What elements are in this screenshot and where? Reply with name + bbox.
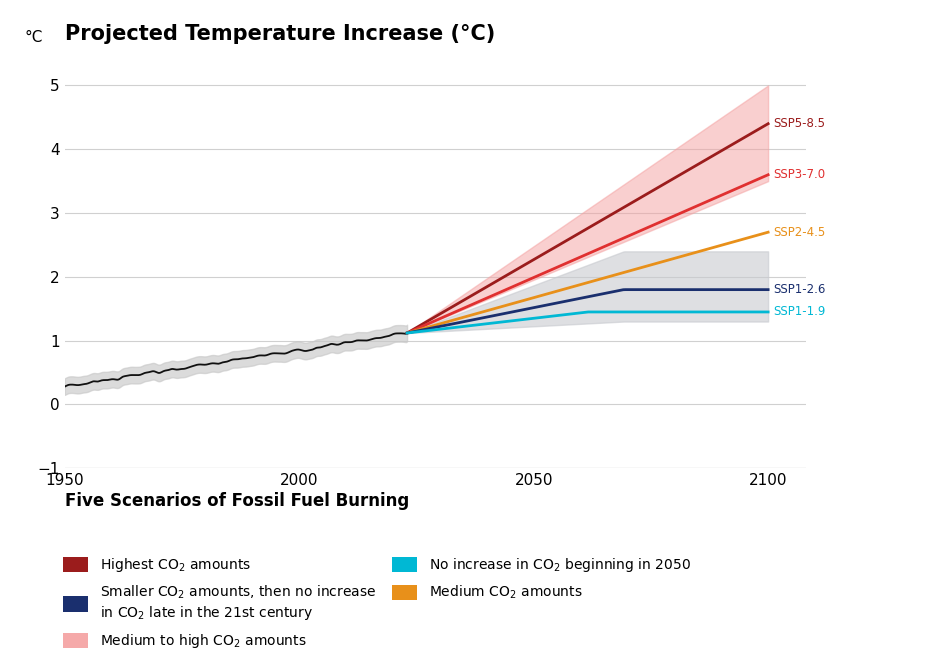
Legend: Highest CO$_2$ amounts, Smaller CO$_2$ amounts, then no increase
in CO$_2$ late : Highest CO$_2$ amounts, Smaller CO$_2$ a… <box>57 551 696 656</box>
Text: °C: °C <box>24 30 43 45</box>
Text: SSP2-4.5: SSP2-4.5 <box>773 225 825 239</box>
Text: SSP5-8.5: SSP5-8.5 <box>773 117 825 130</box>
Text: SSP1-1.9: SSP1-1.9 <box>773 306 825 318</box>
Text: SSP1-2.6: SSP1-2.6 <box>773 283 825 296</box>
Text: SSP3-7.0: SSP3-7.0 <box>773 169 825 181</box>
Text: Five Scenarios of Fossil Fuel Burning: Five Scenarios of Fossil Fuel Burning <box>65 492 409 510</box>
Text: Projected Temperature Increase (°C): Projected Temperature Increase (°C) <box>65 23 495 43</box>
